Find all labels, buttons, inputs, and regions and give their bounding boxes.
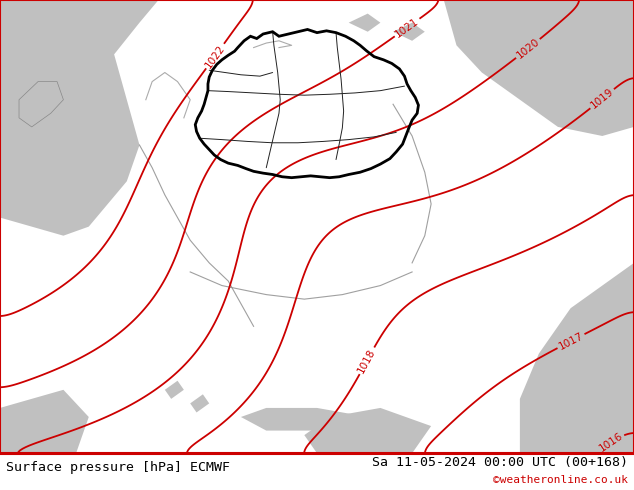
- Polygon shape: [444, 0, 634, 136]
- Polygon shape: [304, 408, 431, 453]
- Text: 1022: 1022: [204, 43, 227, 70]
- Text: 1020: 1020: [515, 36, 541, 61]
- Polygon shape: [165, 381, 184, 399]
- Polygon shape: [19, 82, 63, 127]
- Text: 1018: 1018: [356, 347, 378, 375]
- Polygon shape: [349, 14, 380, 32]
- Polygon shape: [241, 408, 368, 431]
- Text: 1017: 1017: [557, 331, 585, 351]
- Polygon shape: [0, 390, 89, 453]
- Text: ©weatheronline.co.uk: ©weatheronline.co.uk: [493, 475, 628, 485]
- Polygon shape: [393, 23, 425, 41]
- Text: 1016: 1016: [597, 431, 624, 454]
- Text: Sa 11-05-2024 00:00 UTC (00+168): Sa 11-05-2024 00:00 UTC (00+168): [372, 456, 628, 469]
- Text: Surface pressure [hPa] ECMWF: Surface pressure [hPa] ECMWF: [6, 461, 230, 474]
- Text: 1021: 1021: [394, 16, 421, 39]
- Polygon shape: [190, 394, 209, 413]
- Polygon shape: [520, 263, 634, 453]
- Text: 1019: 1019: [589, 87, 616, 111]
- Polygon shape: [0, 0, 158, 236]
